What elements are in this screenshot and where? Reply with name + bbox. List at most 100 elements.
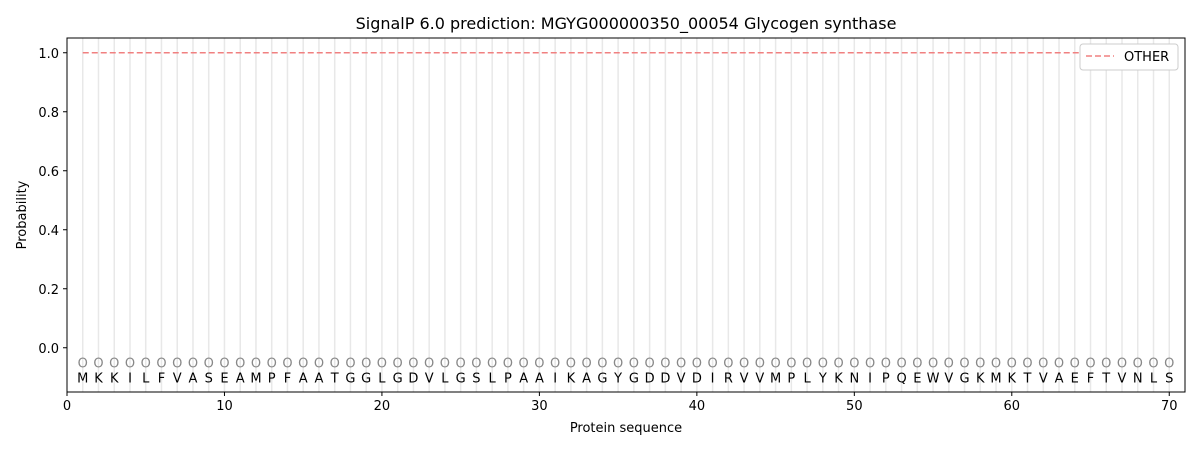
label-mark: O (802, 357, 812, 372)
residue-label: D (645, 371, 655, 386)
legend: OTHER (1079, 43, 1179, 71)
residue-label: M (990, 371, 1001, 386)
label-mark: O (991, 357, 1001, 372)
label-mark: O (818, 357, 828, 372)
residue-label: I (711, 371, 715, 386)
label-mark: O (1007, 357, 1017, 372)
x-tick-label: 60 (1004, 399, 1021, 414)
residue-label: Q (896, 371, 906, 386)
label-mark: O (896, 357, 906, 372)
label-mark: O (645, 357, 655, 372)
label-mark: O (408, 357, 418, 372)
y-tick-label: 0.6 (38, 165, 59, 180)
residue-label: R (724, 371, 733, 386)
label-mark: O (361, 357, 371, 372)
residue-label: I (128, 371, 132, 386)
residue-label: V (1118, 371, 1127, 386)
residue-label: M (77, 371, 88, 386)
residue-label: P (787, 371, 795, 386)
label-mark: O (219, 357, 229, 372)
residue-label: P (882, 371, 890, 386)
residue-label: L (378, 371, 386, 386)
label-mark: O (471, 357, 481, 372)
label-mark: O (1038, 357, 1048, 372)
residue-label: V (677, 371, 686, 386)
label-mark: O (582, 357, 592, 372)
residue-label: Y (818, 371, 827, 386)
label-mark: O (141, 357, 151, 372)
residue-label: K (1008, 371, 1017, 386)
y-tick-label: 0.0 (38, 342, 59, 357)
y-tick-label: 1.0 (38, 47, 59, 62)
residue-label: L (803, 371, 811, 386)
residue-label: K (567, 371, 576, 386)
label-mark: O (93, 357, 103, 372)
y-tick-label: 0.8 (38, 106, 59, 121)
residue-label: G (456, 371, 466, 386)
label-mark: O (550, 357, 560, 372)
residue-label: A (236, 371, 245, 386)
residue-label: W (927, 371, 940, 386)
label-mark: O (676, 357, 686, 372)
label-mark: O (503, 357, 513, 372)
label-mark: O (188, 357, 198, 372)
residue-label: D (692, 371, 702, 386)
label-mark: O (833, 357, 843, 372)
residue-label: K (834, 371, 843, 386)
label-mark: O (739, 357, 749, 372)
x-tick-label: 30 (531, 399, 548, 414)
x-tick-label: 50 (846, 399, 863, 414)
label-mark: O (566, 357, 576, 372)
residue-label: A (1055, 371, 1064, 386)
label-mark: O (345, 357, 355, 372)
residue-label: I (553, 371, 557, 386)
residue-label: T (330, 371, 339, 386)
residue-label: S (205, 371, 213, 386)
residue-label: G (361, 371, 371, 386)
label-mark: O (692, 357, 702, 372)
label-mark: O (330, 357, 340, 372)
label-mark: O (755, 357, 765, 372)
label-mark: O (267, 357, 277, 372)
label-mark: O (629, 357, 639, 372)
residue-label: M (250, 371, 261, 386)
residue-label: A (582, 371, 591, 386)
label-mark: O (156, 357, 166, 372)
x-tick-label: 40 (689, 399, 706, 414)
x-tick-label: 0 (63, 399, 71, 414)
x-tick-label: 70 (1161, 399, 1178, 414)
residue-label: V (755, 371, 764, 386)
label-mark: O (534, 357, 544, 372)
label-mark: O (786, 357, 796, 372)
residue-label: V (425, 371, 434, 386)
label-mark: O (944, 357, 954, 372)
residue-label: V (173, 371, 182, 386)
residue-label: V (740, 371, 749, 386)
residue-label: G (393, 371, 403, 386)
label-mark: O (723, 357, 733, 372)
residue-label: I (868, 371, 872, 386)
label-mark: O (770, 357, 780, 372)
residue-label: K (94, 371, 103, 386)
label-mark: O (377, 357, 387, 372)
residue-label: F (158, 371, 165, 386)
label-mark: O (1054, 357, 1064, 372)
residue-label: G (629, 371, 639, 386)
label-mark: O (204, 357, 214, 372)
residue-label: E (913, 371, 921, 386)
residue-label: F (284, 371, 291, 386)
residue-label: A (519, 371, 528, 386)
label-mark: O (424, 357, 434, 372)
y-tick-label: 0.2 (38, 283, 59, 298)
label-mark: O (487, 357, 497, 372)
residue-label: L (1150, 371, 1158, 386)
plot-frame (66, 37, 1186, 393)
label-mark: O (1101, 357, 1111, 372)
label-mark: O (959, 357, 969, 372)
legend-label-other: OTHER (1124, 50, 1169, 65)
residue-label: K (110, 371, 119, 386)
label-mark: O (282, 357, 292, 372)
label-mark: O (912, 357, 922, 372)
y-tick-label: 0.4 (38, 224, 59, 239)
